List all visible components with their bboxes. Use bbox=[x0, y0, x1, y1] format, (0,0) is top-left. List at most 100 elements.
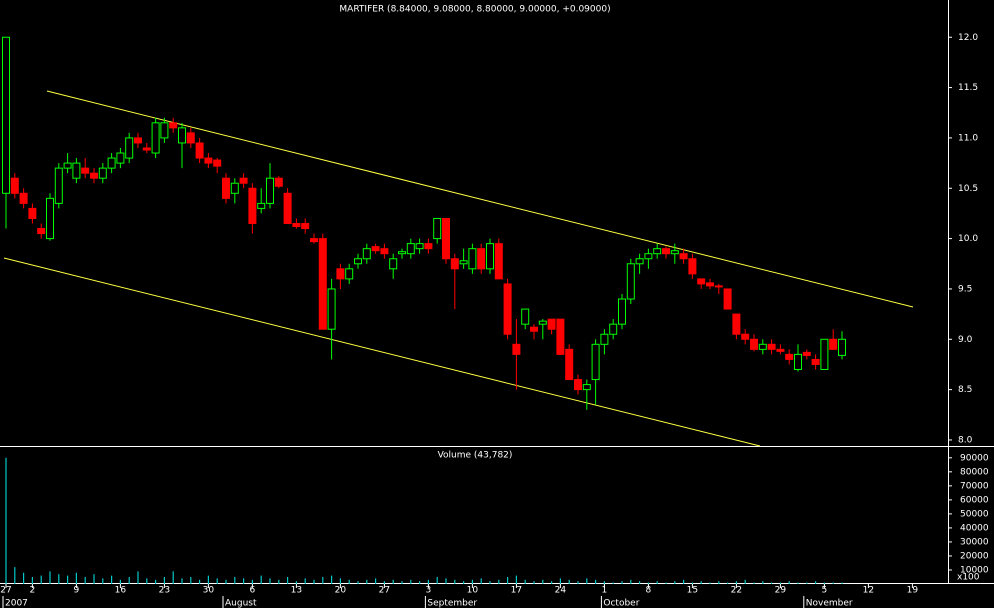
x-tick-label: 27 bbox=[379, 586, 390, 596]
candle-body bbox=[820, 338, 829, 370]
candle-body bbox=[336, 268, 345, 280]
candle-body bbox=[380, 248, 389, 255]
x-tick-label: 1 bbox=[602, 586, 608, 596]
y2-tick-label: 60000 bbox=[960, 495, 989, 505]
candle-body bbox=[389, 258, 398, 270]
candle-body bbox=[556, 318, 565, 355]
x-tick-label: 29 bbox=[775, 586, 787, 596]
candle-body bbox=[98, 167, 107, 179]
candle-body bbox=[178, 127, 186, 144]
x-tick-label: 24 bbox=[555, 586, 567, 596]
candle-body bbox=[547, 318, 556, 330]
candle-body bbox=[398, 251, 406, 255]
candle-body bbox=[697, 278, 706, 285]
y-tick-label: 9.0 bbox=[958, 335, 973, 345]
candle-body bbox=[424, 243, 433, 250]
month-label: August bbox=[225, 599, 257, 608]
candle-body bbox=[521, 308, 530, 325]
candle-body bbox=[406, 243, 415, 255]
candle-body bbox=[169, 122, 178, 129]
candle-body bbox=[644, 253, 653, 260]
x-tick-label: 13 bbox=[291, 586, 302, 596]
candle-body bbox=[327, 288, 336, 330]
candle-body bbox=[107, 157, 116, 169]
candle-body bbox=[142, 147, 151, 151]
month-label: November bbox=[806, 599, 853, 608]
y2-tick-label: 10000 bbox=[960, 565, 989, 575]
candle-body bbox=[512, 343, 521, 355]
candle-body bbox=[222, 177, 230, 199]
x-tick-label: 15 bbox=[687, 586, 698, 596]
candle-body bbox=[494, 243, 503, 280]
x-tick-label: 22 bbox=[731, 586, 742, 596]
candle-body bbox=[239, 177, 248, 184]
candle-body bbox=[19, 192, 28, 204]
candle-body bbox=[213, 159, 222, 167]
candle-body bbox=[248, 187, 257, 225]
x-tick-label: 10 bbox=[467, 586, 479, 596]
candle-body bbox=[459, 260, 468, 265]
candle-body bbox=[811, 358, 820, 365]
candle-body bbox=[204, 157, 213, 164]
candle-body bbox=[81, 167, 90, 174]
y2-tick-label: 30000 bbox=[960, 537, 989, 547]
candle-body bbox=[415, 243, 424, 250]
candle-body bbox=[679, 253, 688, 260]
month-label: October bbox=[603, 599, 639, 608]
y2-tick-label: 90000 bbox=[960, 453, 989, 463]
candle-body bbox=[310, 238, 318, 243]
candle-body bbox=[714, 285, 723, 288]
x-tick-label: 16 bbox=[115, 586, 127, 596]
y2-tick-label: 70000 bbox=[960, 481, 989, 491]
candle-body bbox=[591, 343, 600, 381]
candle-body bbox=[257, 202, 266, 209]
candle-body bbox=[292, 223, 301, 228]
candle-body bbox=[776, 348, 785, 352]
candle-body bbox=[2, 36, 10, 194]
candle-body bbox=[750, 338, 758, 350]
candle-body bbox=[442, 217, 450, 260]
candle-body bbox=[54, 167, 63, 204]
candle-body bbox=[635, 258, 644, 265]
candle-body bbox=[706, 282, 714, 287]
candle-body bbox=[362, 248, 371, 260]
y2-tick-label: 50000 bbox=[960, 509, 989, 519]
candle-body bbox=[670, 250, 679, 255]
candle-body bbox=[732, 313, 741, 335]
candle-body bbox=[433, 217, 442, 240]
candle-body bbox=[468, 248, 477, 270]
candle-body bbox=[195, 142, 204, 159]
candle-body bbox=[274, 177, 283, 187]
candle-body bbox=[354, 258, 362, 265]
x-tick-label: 9 bbox=[74, 586, 80, 596]
candle-body bbox=[838, 338, 846, 356]
candle-body bbox=[723, 288, 732, 310]
x-tick-label: 23 bbox=[159, 586, 170, 596]
candle-body bbox=[530, 326, 538, 332]
candle-body bbox=[574, 379, 582, 391]
candle-body bbox=[653, 248, 662, 255]
candle-body bbox=[125, 137, 134, 159]
y-tick-label: 10.0 bbox=[958, 234, 978, 244]
candle-body bbox=[626, 263, 635, 300]
trend-line bbox=[46, 90, 914, 308]
candle-body bbox=[186, 132, 195, 144]
candle-body bbox=[63, 162, 72, 169]
y-tick-label: 9.5 bbox=[958, 284, 972, 294]
candle-body bbox=[37, 228, 46, 235]
candle-body bbox=[28, 207, 37, 219]
y-tick-label: 8.5 bbox=[958, 385, 972, 395]
y2-tick-label: 20000 bbox=[960, 551, 989, 561]
x-tick-label: 3 bbox=[426, 586, 432, 596]
candle-body bbox=[829, 338, 838, 350]
candle-body bbox=[10, 177, 19, 194]
x-tick-label: 8 bbox=[646, 586, 652, 596]
candle-body bbox=[565, 348, 574, 381]
candle-body bbox=[758, 343, 767, 350]
volume-title: Volume (43,782) bbox=[438, 451, 513, 461]
month-label: September bbox=[427, 599, 477, 608]
x-tick-label: 20 bbox=[335, 586, 347, 596]
candle-body bbox=[741, 333, 750, 340]
